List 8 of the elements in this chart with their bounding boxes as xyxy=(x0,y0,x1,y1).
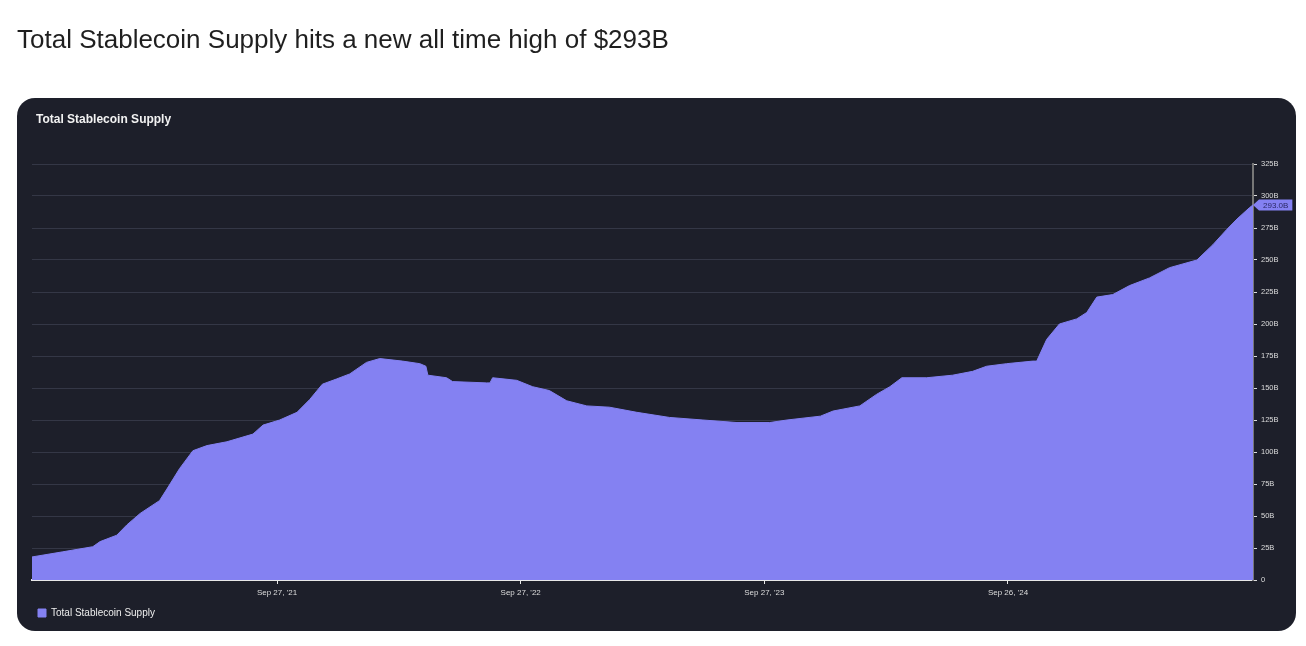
x-tick-label: Sep 27, '21 xyxy=(256,588,298,597)
chart-subtitle: Total Stablecoin Supply xyxy=(36,112,172,126)
x-tick-label: Sep 27, '22 xyxy=(500,588,542,597)
x-tick-label: Sep 26, '24 xyxy=(987,588,1029,597)
chart-title: Total Stablecoin Supply hits a new all time high of $293B xyxy=(17,24,669,55)
legend-label: Total Stablecoin Supply xyxy=(51,606,155,618)
annotation: 293.0B xyxy=(1263,200,1289,210)
x-tick-label: Sep 27, '23 xyxy=(744,588,785,597)
